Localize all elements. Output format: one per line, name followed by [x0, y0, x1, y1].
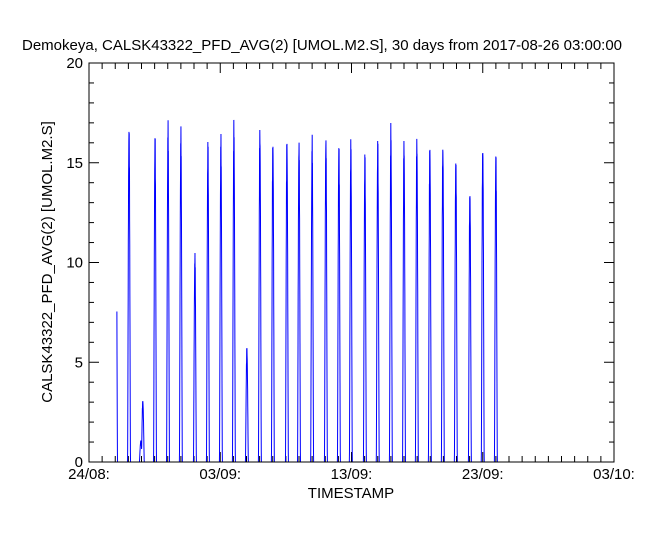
- y-tick-label: 15: [66, 155, 83, 172]
- y-axis-label: CALSK43322_PFD_AVG(2) [UMOL.M2.S]: [39, 121, 56, 403]
- x-tick-label: 03/10:: [593, 466, 635, 483]
- series-line: [116, 119, 500, 463]
- x-tick-label: 03/09:: [199, 466, 241, 483]
- x-axis-label: TIMESTAMP: [308, 485, 394, 502]
- y-tick-label: 20: [66, 55, 83, 72]
- x-tick-label: 24/08:: [68, 466, 110, 483]
- y-tick-label: 5: [75, 354, 83, 371]
- chart-title: Demokeya, CALSK43322_PFD_AVG(2) [UMOL.M2…: [22, 37, 622, 54]
- y-tick-label: 10: [66, 255, 83, 272]
- y-tick-label: 0: [75, 454, 83, 471]
- x-tick-label: 13/09:: [331, 466, 373, 483]
- plot-frame: [88, 62, 615, 463]
- x-tick-label: 23/09:: [462, 466, 504, 483]
